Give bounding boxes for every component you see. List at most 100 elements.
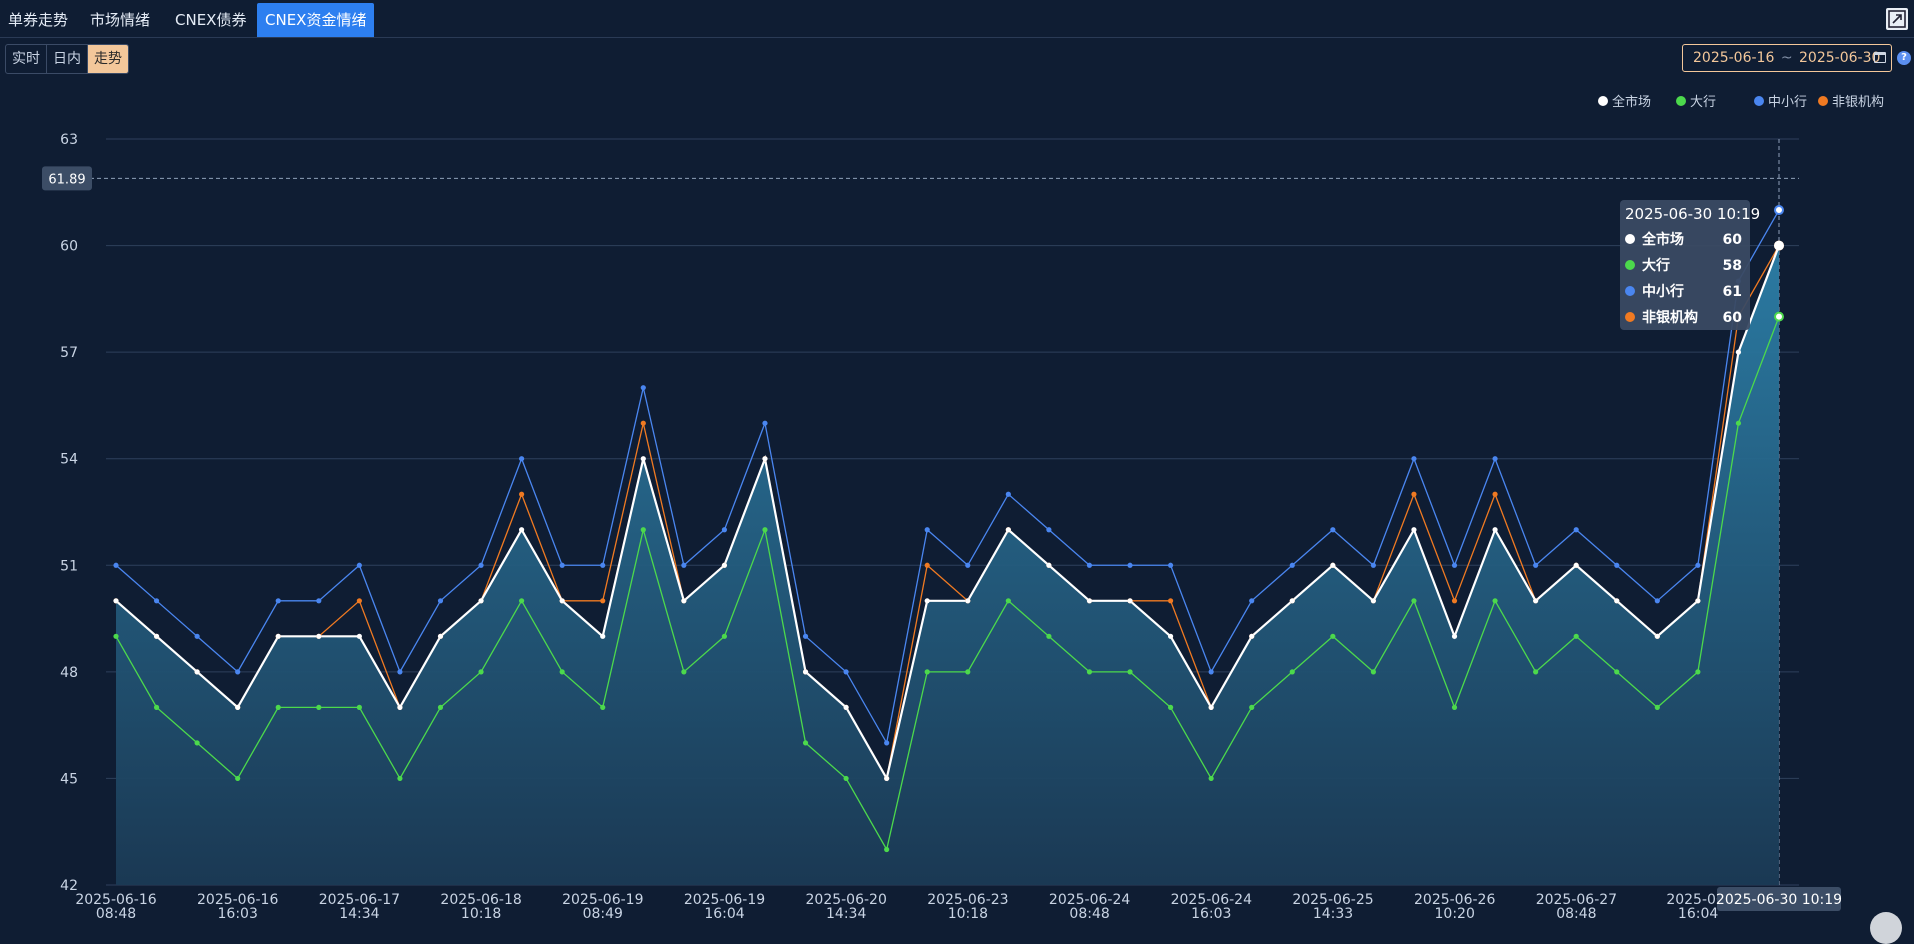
data-point-big (1127, 669, 1133, 675)
crosshair-y-badge (42, 166, 92, 191)
tooltip-series-name: 全市场 (1641, 231, 1684, 248)
data-point-all (235, 704, 241, 710)
legend-marker-nonbank (1818, 96, 1828, 106)
data-point-all (600, 633, 606, 639)
data-point-small (113, 562, 119, 568)
x-tick-label: 2025-06-26 (1414, 892, 1495, 908)
x-tick-label: 2025-06-17 (319, 892, 400, 908)
data-point-all (721, 562, 728, 568)
data-point-big (478, 669, 484, 675)
data-point-nonbank (640, 420, 646, 426)
data-point-all (437, 633, 444, 639)
data-point-big (1005, 598, 1011, 604)
data-point-big (1774, 311, 1784, 322)
subtab-intraday[interactable]: 日内 (47, 45, 88, 73)
data-point-small (1249, 598, 1255, 604)
series-line-big (115, 316, 1780, 852)
data-point-nonbank (1167, 598, 1174, 604)
y-tick-label: 60 (60, 239, 78, 255)
data-point-big (1614, 669, 1620, 675)
tab-market-sentiment[interactable]: 市场情绪 (90, 11, 151, 29)
data-point-big (1330, 633, 1336, 639)
data-point-small (559, 562, 565, 568)
data-point-all (1330, 562, 1336, 568)
data-point-big (235, 775, 241, 782)
data-point-all (843, 704, 849, 710)
area-all-market (116, 245, 1779, 886)
expand-icon-graphic (1888, 10, 1906, 28)
data-point-big (1086, 669, 1093, 675)
tab-cnex-fund-sentiment[interactable]: CNEX资金情绪 (257, 3, 375, 37)
data-point-small (1695, 562, 1701, 568)
data-point-small (1208, 669, 1214, 675)
calendar-icon[interactable] (1874, 52, 1886, 63)
subtab-trend[interactable]: 走势 (88, 45, 128, 73)
data-point-nonbank (1492, 491, 1498, 497)
data-point-small (1330, 527, 1336, 533)
data-point-all (194, 669, 200, 675)
data-point-big (113, 633, 119, 639)
x-tick-label: 2025-06- (1666, 892, 1730, 908)
x-tick-label: 14:34 (339, 906, 379, 922)
legend-marker-big (1676, 96, 1686, 106)
data-point-small (1046, 527, 1052, 533)
data-point-all (762, 456, 768, 462)
data-point-all (478, 598, 484, 604)
data-point-small (478, 562, 484, 568)
x-tick-label: 2025-06-23 (927, 892, 1008, 908)
tab-cnex-bonds[interactable]: CNEX债券 (175, 11, 247, 29)
data-point-small (762, 420, 768, 426)
crosshair-y-value: 61.89 (48, 172, 85, 187)
x-tick-label: 2025-06-24 (1049, 892, 1130, 908)
view-mode-switch: 实时 日内 走势 (5, 44, 129, 74)
data-point-small (1289, 562, 1295, 568)
data-point-nonbank (1411, 491, 1417, 497)
legend-label-nonbank: 非银机构 (1832, 95, 1884, 110)
data-point-big (843, 775, 849, 782)
tab-single-bond-trend[interactable]: 单券走势 (8, 11, 69, 29)
expand-icon[interactable] (1886, 8, 1908, 30)
app-corner-icon[interactable] (1870, 912, 1902, 944)
data-point-small (1370, 562, 1376, 568)
data-point-all (965, 598, 971, 604)
date-range-picker[interactable]: 2025-06-16 ~ 2025-06-30 (1682, 44, 1892, 72)
x-tick-label: 10:20 (1435, 906, 1475, 922)
data-point-big (1289, 669, 1295, 675)
data-point-big (275, 704, 281, 710)
data-point-all (1005, 527, 1011, 533)
y-tick-label: 48 (60, 665, 78, 681)
data-point-small (397, 669, 403, 675)
x-tick-label: 16:04 (1678, 906, 1718, 922)
y-tick-label: 45 (60, 771, 78, 787)
data-point-big (1411, 598, 1417, 604)
series-line-all (115, 245, 1781, 782)
data-point-all (356, 633, 362, 639)
data-point-small (519, 456, 525, 462)
date-range-separator: ~ (1780, 50, 1793, 66)
data-point-big (1573, 633, 1579, 639)
data-point-big (1208, 775, 1214, 782)
data-point-all (1289, 598, 1295, 604)
data-point-big (802, 740, 809, 746)
x-tick-label: 2025-06-25 (1292, 892, 1373, 908)
data-point-big (640, 527, 646, 533)
data-point-big (1695, 669, 1701, 675)
data-point-all (1735, 349, 1742, 355)
x-tick-label: 2025-06-18 (440, 892, 521, 908)
help-icon[interactable]: ? (1897, 51, 1911, 65)
data-point-all (316, 633, 322, 639)
data-point-all (1573, 562, 1579, 568)
legend-marker-all (1598, 96, 1608, 106)
data-point-small (235, 669, 241, 675)
legend-label-big: 大行 (1690, 95, 1716, 110)
y-tick-label: 57 (60, 345, 78, 361)
data-point-big (559, 669, 565, 675)
tooltip-series-value: 58 (1723, 258, 1742, 274)
subtab-realtime[interactable]: 实时 (6, 45, 47, 73)
data-point-big (397, 775, 403, 782)
data-point-all (681, 598, 687, 604)
top-tab-bar: 单券走势 市场情绪 CNEX债券 CNEX资金情绪 (0, 0, 1914, 38)
data-point-small (356, 562, 362, 568)
x-tick-label: 2025-06-24 (1171, 892, 1252, 908)
data-point-all (1208, 704, 1214, 710)
